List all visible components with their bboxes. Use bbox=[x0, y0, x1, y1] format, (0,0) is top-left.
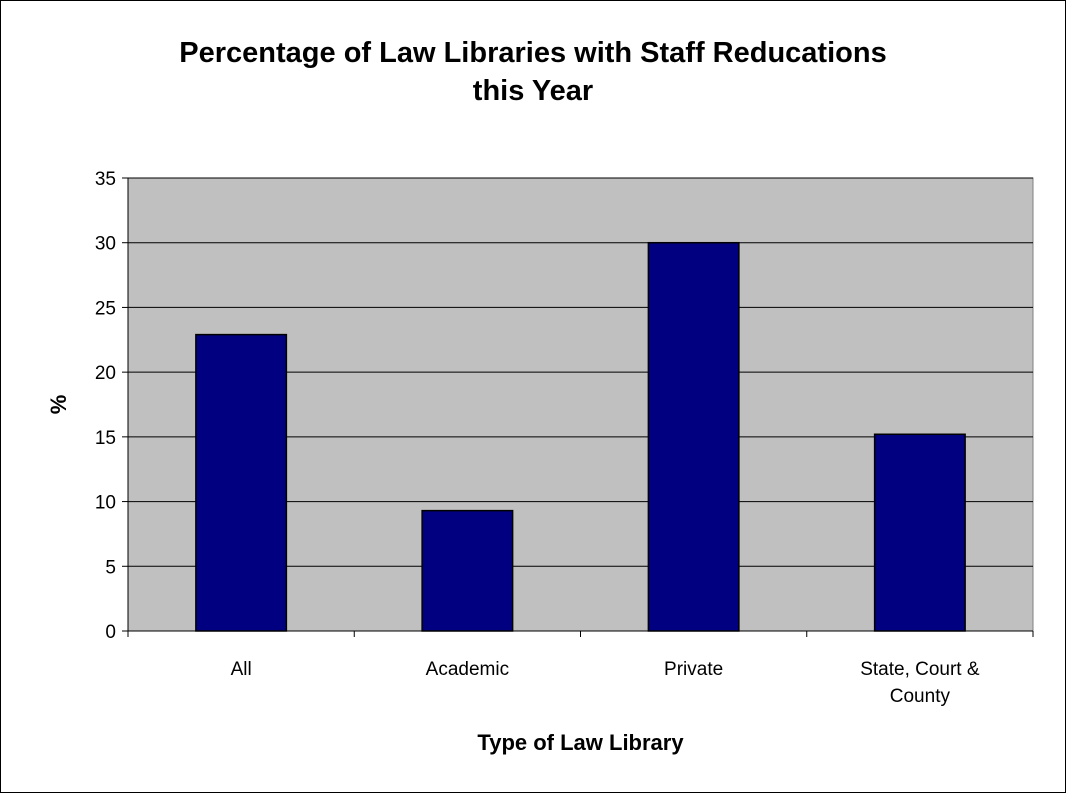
x-tick-labels: All Academic Private State, Court & County bbox=[231, 659, 980, 707]
y-tick-label: 35 bbox=[95, 169, 116, 190]
x-axis-title: Type of Law Library bbox=[477, 730, 684, 755]
x-tick-label: County bbox=[890, 686, 951, 707]
y-tick-labels: 0 5 10 15 20 25 30 35 bbox=[95, 169, 116, 643]
x-tick-label: State, Court & bbox=[860, 659, 980, 680]
bar-3 bbox=[873, 433, 966, 632]
bar-1 bbox=[421, 509, 514, 632]
chart-title: Percentage of Law Libraries with Staff R… bbox=[0, 34, 1066, 110]
axes bbox=[122, 177, 1034, 637]
x-tick-label: All bbox=[231, 659, 252, 680]
bars bbox=[195, 241, 966, 632]
y-axis-title: % bbox=[46, 395, 71, 415]
y-tick-label: 5 bbox=[105, 557, 116, 578]
y-tick-label: 10 bbox=[95, 493, 116, 514]
chart-title-line-1: Percentage of Law Libraries with Staff R… bbox=[179, 37, 887, 69]
y-tick-label: 25 bbox=[95, 298, 116, 319]
y-tick-label: 20 bbox=[95, 363, 116, 384]
y-tick-label: 15 bbox=[95, 428, 116, 449]
y-tick-label: 0 bbox=[105, 622, 116, 643]
bar-2 bbox=[647, 241, 740, 632]
chart-title-line-2: this Year bbox=[472, 75, 594, 107]
x-tick-label: Academic bbox=[426, 659, 509, 680]
y-tick-label: 30 bbox=[95, 234, 116, 255]
x-tick-label: Private bbox=[664, 659, 723, 680]
bar-0 bbox=[195, 333, 288, 632]
